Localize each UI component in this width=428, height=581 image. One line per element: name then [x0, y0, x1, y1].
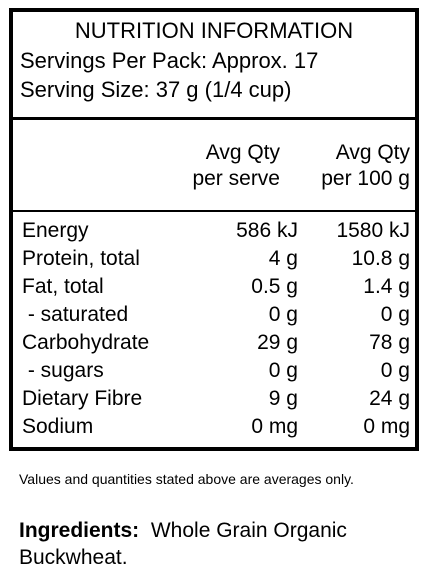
nutrient-per-100g: 78 g: [369, 331, 410, 354]
panel-header: NUTRITION INFORMATION Servings Per Pack:…: [13, 12, 415, 117]
nutrient-per-100g: 0 mg: [363, 415, 410, 438]
nutrient-per-100g: 1580 kJ: [336, 219, 410, 242]
nutrient-per-100g: 0 g: [380, 303, 410, 326]
table-row: Fat, total 0.5 g 1.4 g: [13, 273, 415, 301]
nutrient-per-100g: 10.8 g: [351, 247, 410, 270]
nutrient-per-100g: 1.4 g: [363, 275, 410, 298]
table-row: - sugars 0 g 0 g: [13, 357, 415, 385]
table-row: Carbohydrate 29 g 78 g: [13, 329, 415, 357]
column-header-per-100g: Avg Qty per 100 g: [321, 140, 410, 192]
ingredients-label: Ingredients:: [19, 519, 140, 542]
nutrient-per-serve: 4 g: [268, 247, 298, 270]
column-header-per-100g-line2: per 100 g: [321, 167, 410, 190]
nutrient-per-serve: 0.5 g: [251, 275, 298, 298]
nutrient-per-serve: 0 g: [268, 359, 298, 382]
table-row: Protein, total 4 g 10.8 g: [13, 245, 415, 273]
averages-footnote: Values and quantities stated above are a…: [19, 471, 354, 487]
table-row: Energy 586 kJ 1580 kJ: [13, 217, 415, 245]
column-header-per-serve-line2: per serve: [192, 167, 280, 190]
column-header-per-serve-line1: Avg Qty: [205, 141, 280, 164]
column-header-per-serve: Avg Qty per serve: [192, 140, 280, 192]
ingredients-statement: Ingredients: Whole Grain Organic Buckwhe…: [19, 517, 379, 571]
nutrient-name: Dietary Fibre: [22, 387, 143, 410]
nutrient-name: Sodium: [22, 415, 94, 438]
nutrient-name: Carbohydrate: [22, 331, 150, 354]
nutrient-table: Energy 586 kJ 1580 kJ Protein, total 4 g…: [13, 217, 415, 441]
nutrient-per-serve: 9 g: [268, 387, 298, 410]
servings-per-pack: Servings Per Pack: Approx. 17: [20, 48, 319, 73]
nutrient-per-serve: 0 g: [268, 303, 298, 326]
nutrient-per-serve: 29 g: [257, 331, 298, 354]
panel-title: NUTRITION INFORMATION: [74, 18, 354, 43]
nutrient-name: Fat, total: [22, 275, 104, 298]
nutrient-per-100g: 24 g: [369, 387, 410, 410]
column-header-per-100g-line1: Avg Qty: [335, 141, 410, 164]
nutrient-name: Protein, total: [22, 247, 140, 270]
nutrient-name: - saturated: [22, 303, 129, 326]
nutrient-name: Energy: [22, 219, 89, 242]
header-divider: [13, 117, 415, 120]
serving-size: Serving Size: 37 g (1/4 cup): [20, 77, 292, 102]
nutrient-per-serve: 0 mg: [251, 415, 298, 438]
table-row: Dietary Fibre 9 g 24 g: [13, 385, 415, 413]
table-row: Sodium 0 mg 0 mg: [13, 413, 415, 441]
nutrient-per-serve: 586 kJ: [236, 219, 298, 242]
nutrient-name: - sugars: [22, 359, 104, 382]
ingredients-text: Whole Grain Organic Buckwheat.: [19, 519, 347, 569]
table-row: - saturated 0 g 0 g: [13, 301, 415, 329]
nutrition-panel: NUTRITION INFORMATION Servings Per Pack:…: [9, 8, 419, 451]
nutrient-per-100g: 0 g: [380, 359, 410, 382]
columns-divider: [13, 210, 415, 212]
